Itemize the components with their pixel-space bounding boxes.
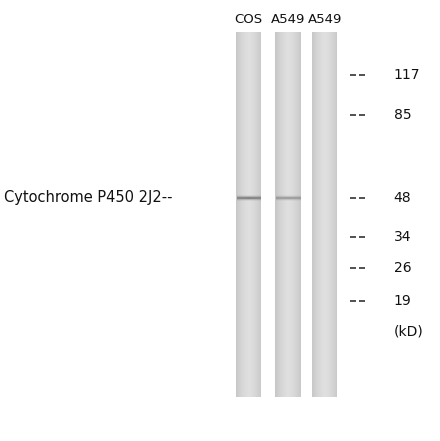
Text: 19: 19 [394,294,411,307]
Text: A549: A549 [308,13,342,26]
Text: 26: 26 [394,262,411,275]
Text: 85: 85 [394,108,411,122]
Text: 48: 48 [394,191,411,205]
Text: COS: COS [235,13,263,26]
Text: A549: A549 [271,13,305,26]
Text: 34: 34 [394,230,411,244]
Text: (kD): (kD) [394,324,424,338]
Text: Cytochrome P450 2J2--: Cytochrome P450 2J2-- [4,191,173,206]
Text: 117: 117 [394,68,420,82]
